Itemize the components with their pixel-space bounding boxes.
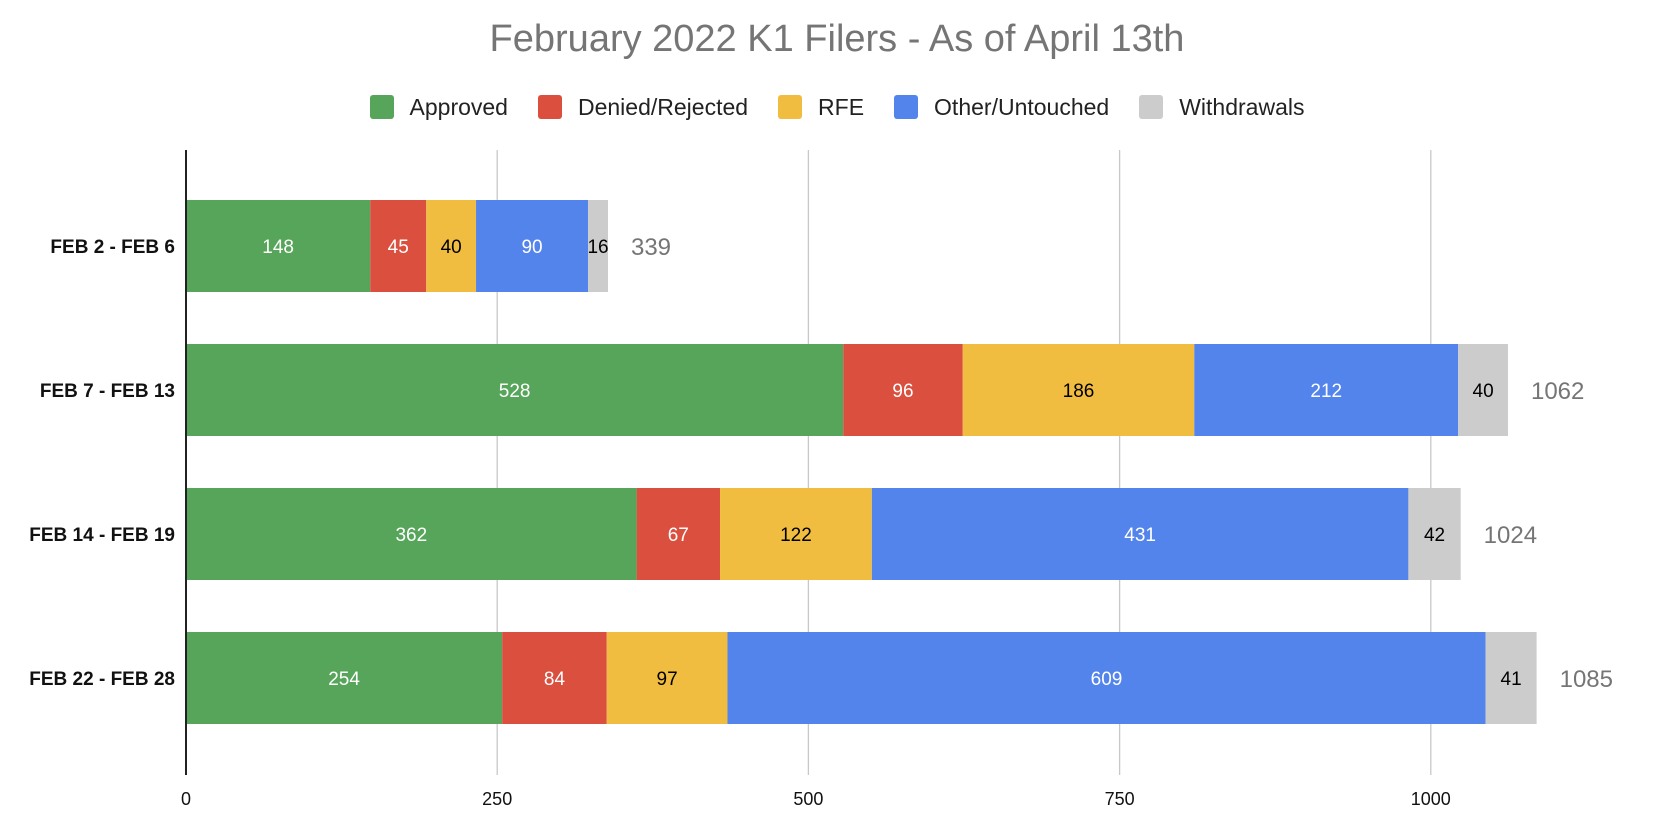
bar-segment: [843, 344, 963, 436]
bar-segment: [186, 200, 371, 292]
total-label: 1062: [1531, 378, 1584, 405]
bar-segment: [1458, 344, 1508, 436]
category-label: FEB 14 - FEB 19: [29, 525, 175, 546]
data-label: 362: [395, 525, 427, 546]
category-label: FEB 7 - FEB 13: [40, 381, 175, 402]
bar-segment: [502, 632, 607, 724]
bar-segment: [186, 344, 844, 436]
data-label: 122: [780, 525, 812, 546]
data-label: 41: [1501, 669, 1522, 690]
legend-label: Other/Untouched: [934, 93, 1110, 120]
legend-swatch: [369, 95, 394, 119]
legend-label: RFE: [818, 93, 865, 120]
legend-label: Withdrawals: [1179, 93, 1305, 120]
bar-segment: [1485, 632, 1537, 724]
bar-segment: [186, 632, 503, 724]
bar-segment: [871, 488, 1409, 580]
legend-swatch: [778, 95, 803, 119]
data-label: 42: [1424, 525, 1445, 546]
x-tick-label: 1000: [1411, 789, 1451, 809]
data-label: 45: [388, 237, 409, 258]
bar-segment: [1194, 344, 1459, 436]
bar-segment: [588, 200, 608, 292]
data-label: 148: [262, 237, 294, 258]
legend-item: Denied/Rejected: [537, 93, 749, 121]
bar-segment: [426, 200, 477, 292]
category-label: FEB 22 - FEB 28: [29, 669, 175, 690]
bar-segment: [606, 632, 728, 724]
legend-label: Denied/Rejected: [577, 93, 749, 120]
category-label: FEB 2 - FEB 6: [50, 237, 175, 258]
data-label: 16: [587, 237, 608, 258]
legend-swatch: [1139, 95, 1164, 119]
legend-swatch: [537, 95, 562, 119]
legend-item: Other/Untouched: [894, 94, 1109, 121]
bar-segment: [720, 488, 872, 580]
x-tick-label: 500: [793, 789, 823, 809]
bar-segment: [727, 632, 1486, 724]
data-label: 96: [892, 381, 913, 402]
bar-segment: [476, 200, 589, 292]
data-label: 212: [1310, 381, 1342, 402]
total-label: 1085: [1560, 666, 1613, 693]
data-label: 186: [1063, 381, 1095, 402]
x-tick-label: 250: [482, 789, 512, 809]
legend-swatch: [894, 95, 919, 119]
data-label: 431: [1124, 525, 1156, 546]
legend-item: RFE: [778, 94, 864, 121]
bar-segment: [962, 344, 1195, 436]
legend-item: Approved: [369, 93, 508, 121]
x-tick-label: 0: [181, 789, 191, 809]
data-label: 97: [657, 669, 678, 690]
data-label: 254: [328, 669, 360, 690]
x-tick-label: 750: [1105, 789, 1135, 809]
legend: Approved Denied/Rejected RFE Other/Untouche…: [0, 92, 1674, 122]
bar-segment: [370, 200, 427, 292]
data-label: 528: [499, 381, 531, 402]
legend-item: Withdrawals: [1139, 94, 1304, 121]
chart-title: February 2022 K1 Filers - As of April 13…: [489, 18, 1185, 60]
data-label: 609: [1091, 669, 1123, 690]
legend-label: Approved: [409, 93, 508, 120]
data-label: 90: [521, 237, 542, 258]
data-label: 40: [441, 237, 462, 258]
bar-segment: [636, 488, 721, 580]
bar-segment: [186, 488, 637, 580]
data-label: 67: [668, 525, 689, 546]
data-label: 84: [544, 669, 566, 690]
bar-segment: [1408, 488, 1461, 580]
total-label: 339: [631, 234, 671, 261]
data-label: 40: [1473, 381, 1494, 402]
total-label: 1024: [1484, 522, 1537, 549]
